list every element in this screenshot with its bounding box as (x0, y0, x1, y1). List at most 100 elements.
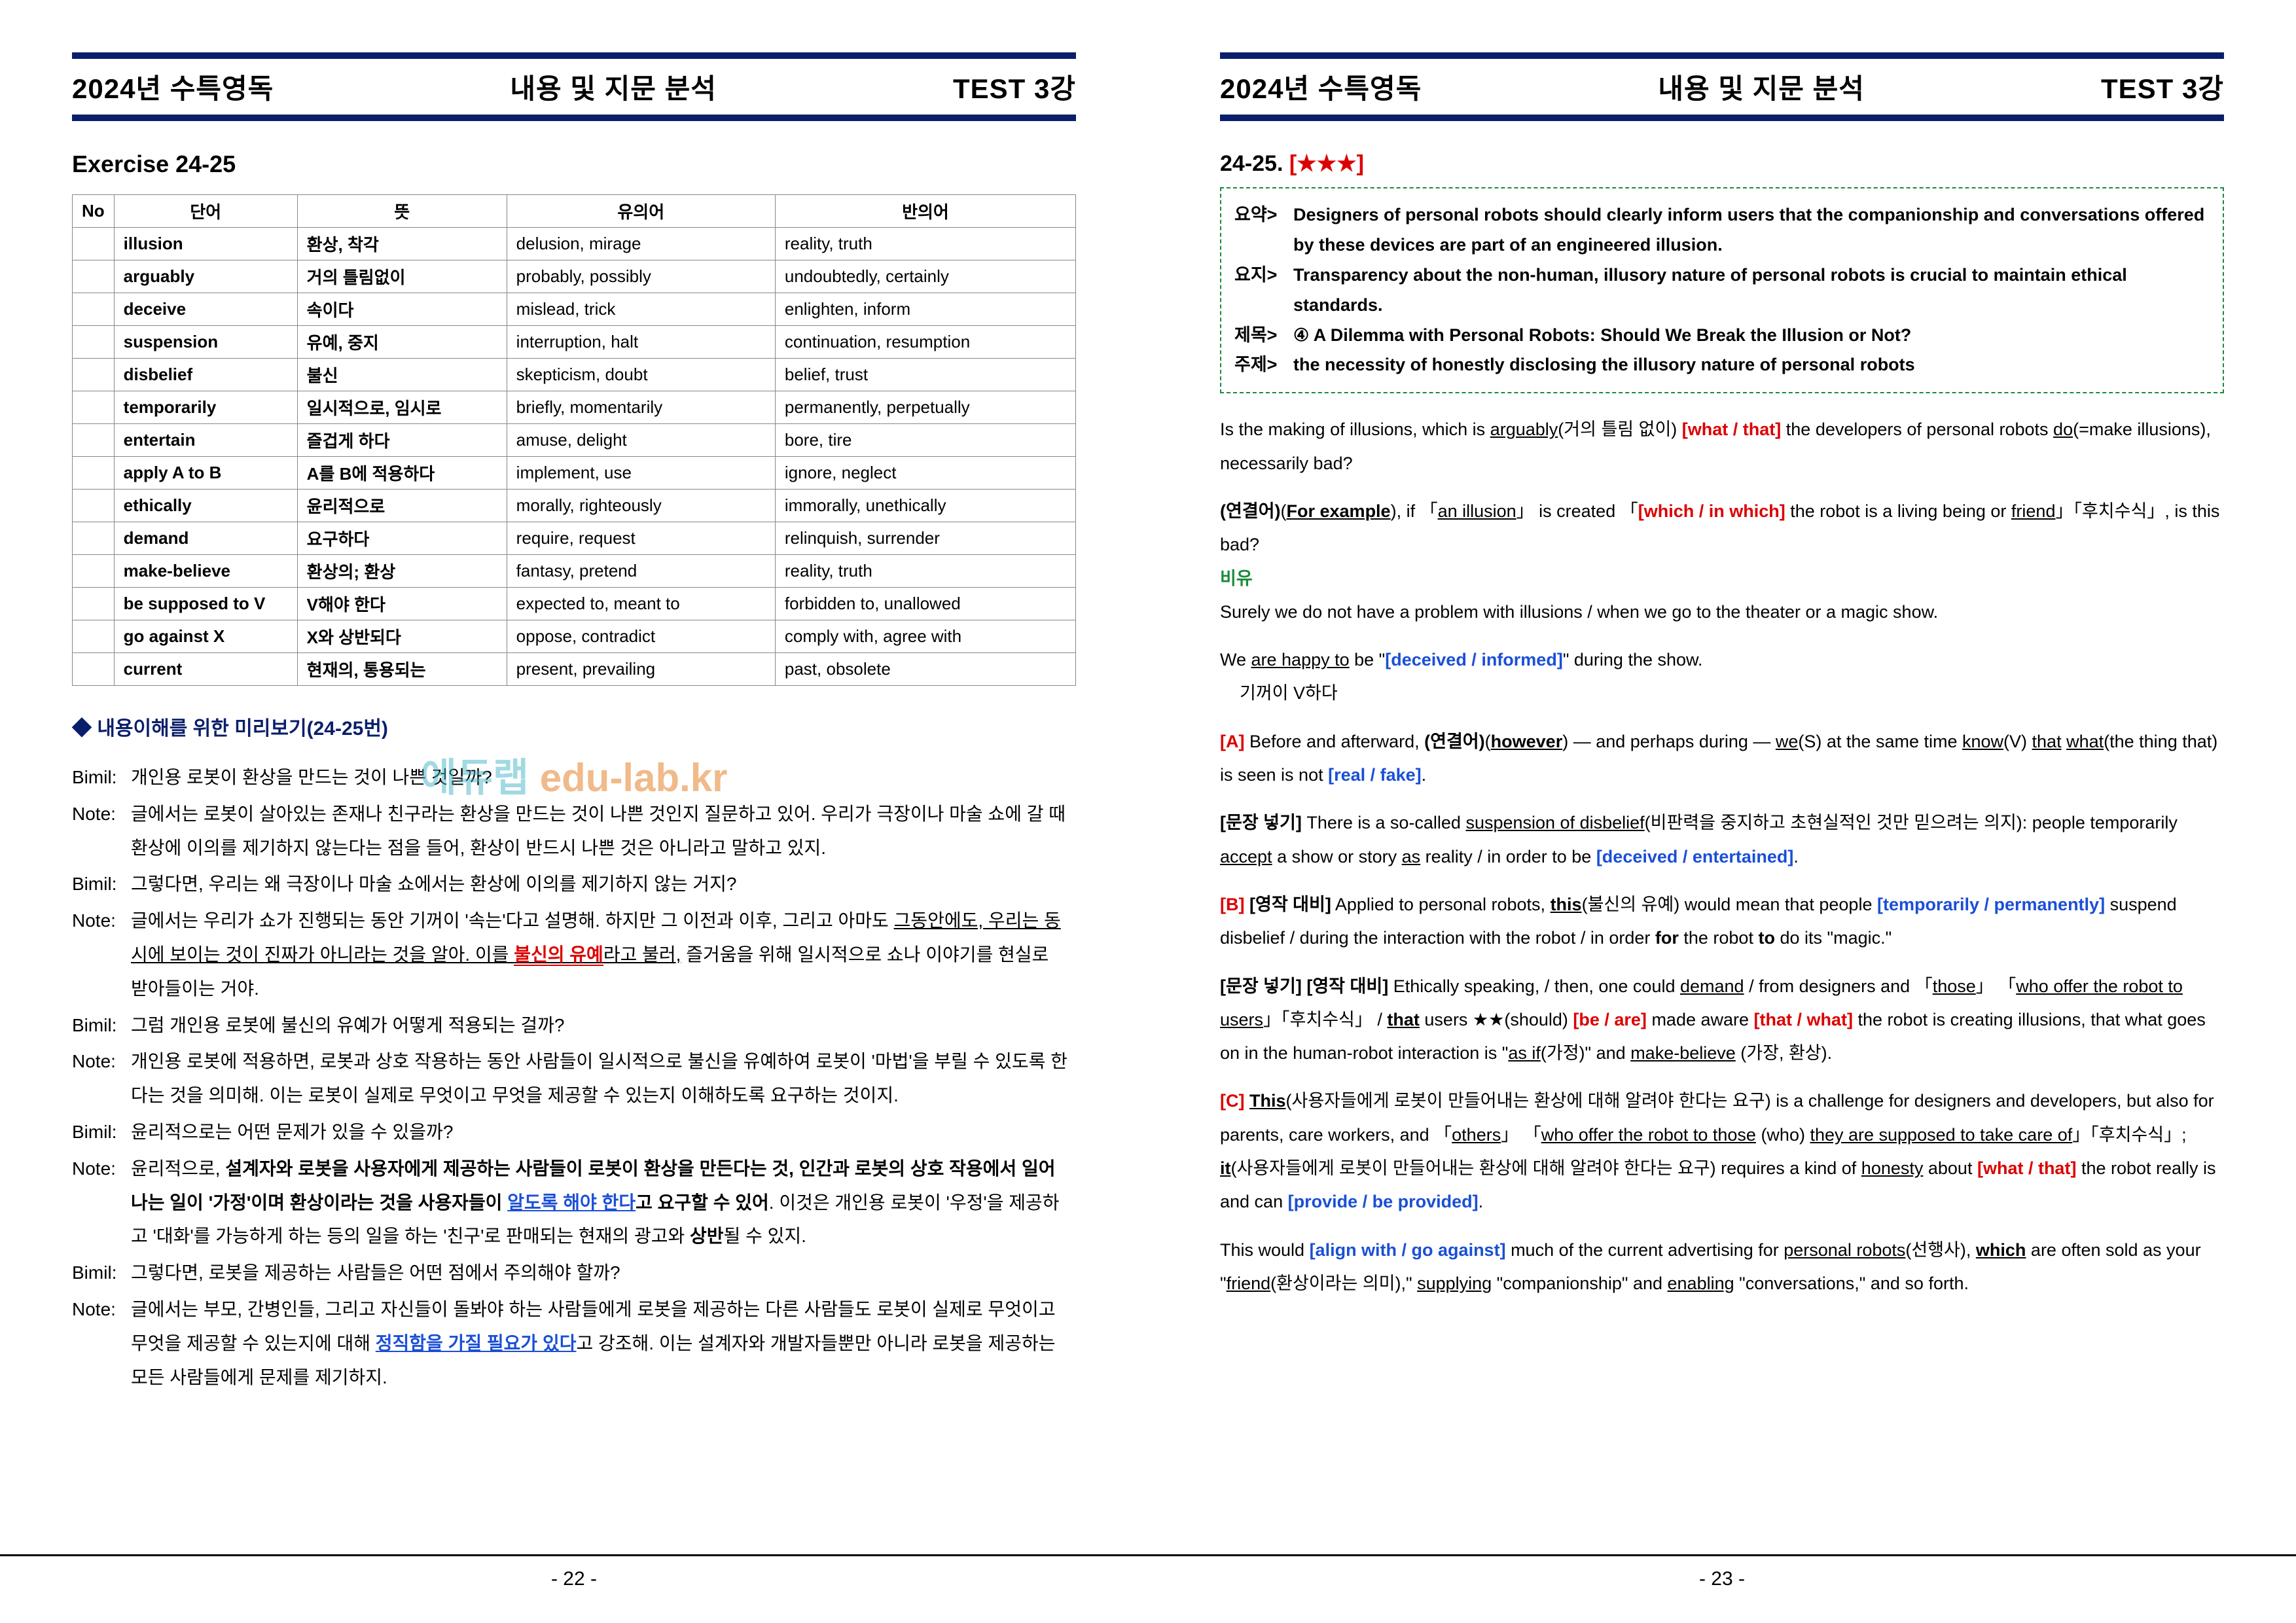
summary-row: 제목>④ A Dilemma with Personal Robots: Sho… (1234, 321, 2210, 351)
vocab-cell (73, 588, 115, 620)
table-row: go against XX와 상반되다oppose, contradictcom… (73, 620, 1076, 653)
passage-paragraph: [문장 넣기] [영작 대비] Ethically speaking, / th… (1220, 970, 2224, 1071)
table-row: ethically윤리적으로morally, righteouslyimmora… (73, 490, 1076, 522)
note-row: Bimil:그렇다면, 로봇을 제공하는 사람들은 어떤 점에서 주의해야 할까… (72, 1256, 1076, 1290)
vocab-cell: 현재의, 통용되는 (297, 653, 507, 686)
vocab-cell: V해야 한다 (297, 588, 507, 620)
summary-text: Transparency about the non-human, illuso… (1293, 260, 2206, 321)
passage-paragraph: [문장 넣기] There is a so-called suspension … (1220, 806, 2224, 874)
table-row: apply A to BA를 B에 적용하다implement, useigno… (73, 457, 1076, 490)
header-left: 2024년 수특영독 내용 및 지문 분석 TEST 3강 (72, 52, 1076, 121)
summary-text: ④ A Dilemma with Personal Robots: Should… (1293, 321, 2206, 351)
passage-paragraph: [A] Before and afterward, (연결어)(however)… (1220, 725, 2224, 793)
vocab-cell: current (114, 653, 297, 686)
vocab-cell: permanently, perpetually (775, 391, 1075, 424)
note-text: 글에서는 우리가 쇼가 진행되는 동안 기꺼이 '속는'다고 설명해. 하지만 … (131, 904, 1069, 1005)
vocab-cell: relinquish, surrender (775, 522, 1075, 555)
summary-text: the necessity of honestly disclosing the… (1293, 350, 2206, 380)
summary-row: 요지>Transparency about the non-human, ill… (1234, 260, 2210, 321)
header-center-text: 내용 및 지문 분석 (510, 67, 717, 107)
vocab-cell: 즐겁게 하다 (297, 424, 507, 457)
note-row: Bimil:개인용 로봇이 환상을 만드는 것이 나쁜 것일까? (72, 760, 1076, 794)
summary-label: 제목> (1234, 321, 1293, 351)
note-label: Note: (72, 1152, 131, 1186)
summary-label: 주제> (1234, 350, 1293, 380)
vocab-cell: reality, truth (775, 228, 1075, 260)
note-label: Note: (72, 1293, 131, 1327)
vocab-cell (73, 490, 115, 522)
note-label: Bimil: (72, 1256, 131, 1290)
vocab-cell (73, 555, 115, 588)
summary-row: 요약>Designers of personal robots should c… (1234, 200, 2210, 260)
vocab-cell: 윤리적으로 (297, 490, 507, 522)
page-number-left: - 22 - (0, 1556, 1148, 1590)
passage-paragraph: (연결어)(For example), if 「an illusion」 is … (1220, 495, 2224, 629)
table-row: suspension유예, 중지interruption, haltcontin… (73, 326, 1076, 359)
note-row: Note:글에서는 로봇이 살아있는 존재나 친구라는 환상을 만드는 것이 나… (72, 797, 1076, 865)
vocab-cell: mislead, trick (507, 293, 775, 326)
vocab-cell (73, 620, 115, 653)
passage-paragraph: We are happy to be "[deceived / informed… (1220, 643, 2224, 711)
vocab-cell: apply A to B (114, 457, 297, 490)
vocab-cell: suspension (114, 326, 297, 359)
vocab-cell: 일시적으로, 임시로 (297, 391, 507, 424)
passage-paragraph: Is the making of illusions, which is arg… (1220, 413, 2224, 480)
vocab-cell: 요구하다 (297, 522, 507, 555)
vocab-cell (73, 293, 115, 326)
vocab-cell: temporarily (114, 391, 297, 424)
footer-left: - 22 - (0, 1554, 1148, 1590)
table-row: current현재의, 통용되는present, prevailingpast,… (73, 653, 1076, 686)
note-text: 그렇다면, 로봇을 제공하는 사람들은 어떤 점에서 주의해야 할까? (131, 1256, 1069, 1290)
vocab-header: 유의어 (507, 195, 775, 228)
summary-box: 요약>Designers of personal robots should c… (1220, 187, 2224, 393)
header-center-text-r: 내용 및 지문 분석 (1658, 67, 1865, 107)
preview-title: ◆ 내용이해를 위한 미리보기(24-25번) (72, 712, 1076, 741)
note-text: 윤리적으로는 어떤 문제가 있을 수 있을까? (131, 1115, 1069, 1149)
difficulty-stars: [★★★] (1289, 151, 1364, 176)
vocab-cell: reality, truth (775, 555, 1075, 588)
table-row: entertain즐겁게 하다amuse, delightbore, tire (73, 424, 1076, 457)
vocab-cell: oppose, contradict (507, 620, 775, 653)
vocab-header: 단어 (114, 195, 297, 228)
vocab-cell: undoubtedly, certainly (775, 260, 1075, 293)
vocab-cell: arguably (114, 260, 297, 293)
vocab-header: 반의어 (775, 195, 1075, 228)
vocab-cell: delusion, mirage (507, 228, 775, 260)
vocab-cell: belief, trust (775, 359, 1075, 391)
passage-body: Is the making of illusions, which is arg… (1220, 413, 2224, 1300)
question-title: 24-25. [★★★] (1220, 151, 2224, 177)
exercise-title: Exercise 24-25 (72, 151, 1076, 178)
summary-label: 요지> (1234, 260, 1293, 291)
summary-text: Designers of personal robots should clea… (1293, 200, 2206, 260)
table-row: demand요구하다require, requestrelinquish, su… (73, 522, 1076, 555)
note-label: Note: (72, 797, 131, 831)
header-right-text: TEST 3강 (953, 67, 1076, 107)
note-row: Bimil:그럼 개인용 로봇에 불신의 유예가 어떻게 적용되는 걸까? (72, 1008, 1076, 1043)
vocab-cell (73, 424, 115, 457)
header-left-text: 2024년 수특영독 (72, 67, 274, 107)
vocab-cell: continuation, resumption (775, 326, 1075, 359)
note-text: 윤리적으로, 설계자와 로봇을 사용자에게 제공하는 사람들이 로봇이 환상을 … (131, 1152, 1069, 1253)
vocab-cell: ignore, neglect (775, 457, 1075, 490)
vocab-cell: briefly, momentarily (507, 391, 775, 424)
vocab-cell: make-believe (114, 555, 297, 588)
vocab-cell: skepticism, doubt (507, 359, 775, 391)
vocab-cell: 환상의; 환상 (297, 555, 507, 588)
vocab-cell: deceive (114, 293, 297, 326)
note-label: Bimil: (72, 760, 131, 794)
table-row: illusion환상, 착각delusion, miragereality, t… (73, 228, 1076, 260)
vocab-cell (73, 326, 115, 359)
vocab-cell: implement, use (507, 457, 775, 490)
note-label: Bimil: (72, 1008, 131, 1043)
vocab-cell: interruption, halt (507, 326, 775, 359)
page-left: 2024년 수특영독 내용 및 지문 분석 TEST 3강 Exercise 2… (0, 0, 1148, 1623)
note-row: Bimil:윤리적으로는 어떤 문제가 있을 수 있을까? (72, 1115, 1076, 1149)
vocab-cell: expected to, meant to (507, 588, 775, 620)
note-text: 그럼 개인용 로봇에 불신의 유예가 어떻게 적용되는 걸까? (131, 1008, 1069, 1043)
vocab-header: 뜻 (297, 195, 507, 228)
vocab-cell: 속이다 (297, 293, 507, 326)
note-row: Note:개인용 로봇에 적용하면, 로봇과 상호 작용하는 동안 사람들이 일… (72, 1044, 1076, 1113)
vocab-cell: 환상, 착각 (297, 228, 507, 260)
vocab-cell: immorally, unethically (775, 490, 1075, 522)
note-text: 개인용 로봇에 적용하면, 로봇과 상호 작용하는 동안 사람들이 일시적으로 … (131, 1044, 1069, 1113)
